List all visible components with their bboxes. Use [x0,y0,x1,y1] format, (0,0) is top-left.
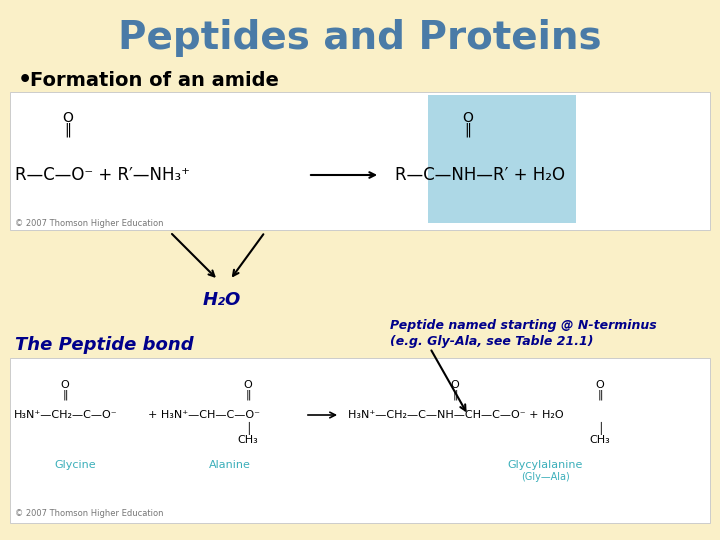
Text: O: O [63,111,73,125]
Text: (Gly—Ala): (Gly—Ala) [521,472,570,482]
Text: O: O [243,380,253,390]
Text: (e.g. Gly-Ala, see Table 21.1): (e.g. Gly-Ala, see Table 21.1) [390,334,593,348]
Text: Formation of an amide: Formation of an amide [30,71,279,90]
Text: R—C—O⁻ + R′—NH₃⁺: R—C—O⁻ + R′—NH₃⁺ [15,166,190,184]
Text: Peptides and Proteins: Peptides and Proteins [118,19,602,57]
Text: The Peptide bond: The Peptide bond [15,336,194,354]
FancyBboxPatch shape [10,92,710,230]
Text: © 2007 Thomson Higher Education: © 2007 Thomson Higher Education [15,509,163,517]
Text: Glycylalanine: Glycylalanine [508,460,582,470]
Text: O: O [462,111,474,125]
Text: ‖: ‖ [464,123,472,137]
Text: CH₃: CH₃ [590,435,611,445]
Text: ‖: ‖ [62,390,68,400]
Text: ‖: ‖ [246,390,251,400]
Text: │: │ [245,421,251,435]
Text: Glycine: Glycine [54,460,96,470]
Text: Alanine: Alanine [209,460,251,470]
Text: R—C—NH—R′ + H₂O: R—C—NH—R′ + H₂O [395,166,565,184]
Text: •: • [18,70,32,90]
Text: ‖: ‖ [598,390,603,400]
Text: H₃N⁺—CH₂—C—O⁻: H₃N⁺—CH₂—C—O⁻ [14,410,117,420]
Text: © 2007 Thomson Higher Education: © 2007 Thomson Higher Education [15,219,163,228]
Text: ‖: ‖ [452,390,458,400]
Text: O: O [60,380,69,390]
Text: │: │ [597,421,603,435]
FancyBboxPatch shape [10,358,710,523]
Text: Peptide named starting @ N-terminus: Peptide named starting @ N-terminus [390,319,657,332]
FancyBboxPatch shape [428,95,576,223]
Text: O: O [451,380,459,390]
Text: CH₃: CH₃ [238,435,258,445]
Text: + H₃N⁺—CH—C—O⁻: + H₃N⁺—CH—C—O⁻ [148,410,260,420]
Text: O: O [595,380,604,390]
Text: H₂O: H₂O [203,291,241,309]
Text: H₃N⁺—CH₂—C—NH—CH—C—O⁻ + H₂O: H₃N⁺—CH₂—C—NH—CH—C—O⁻ + H₂O [348,410,564,420]
Text: ‖: ‖ [65,123,71,137]
